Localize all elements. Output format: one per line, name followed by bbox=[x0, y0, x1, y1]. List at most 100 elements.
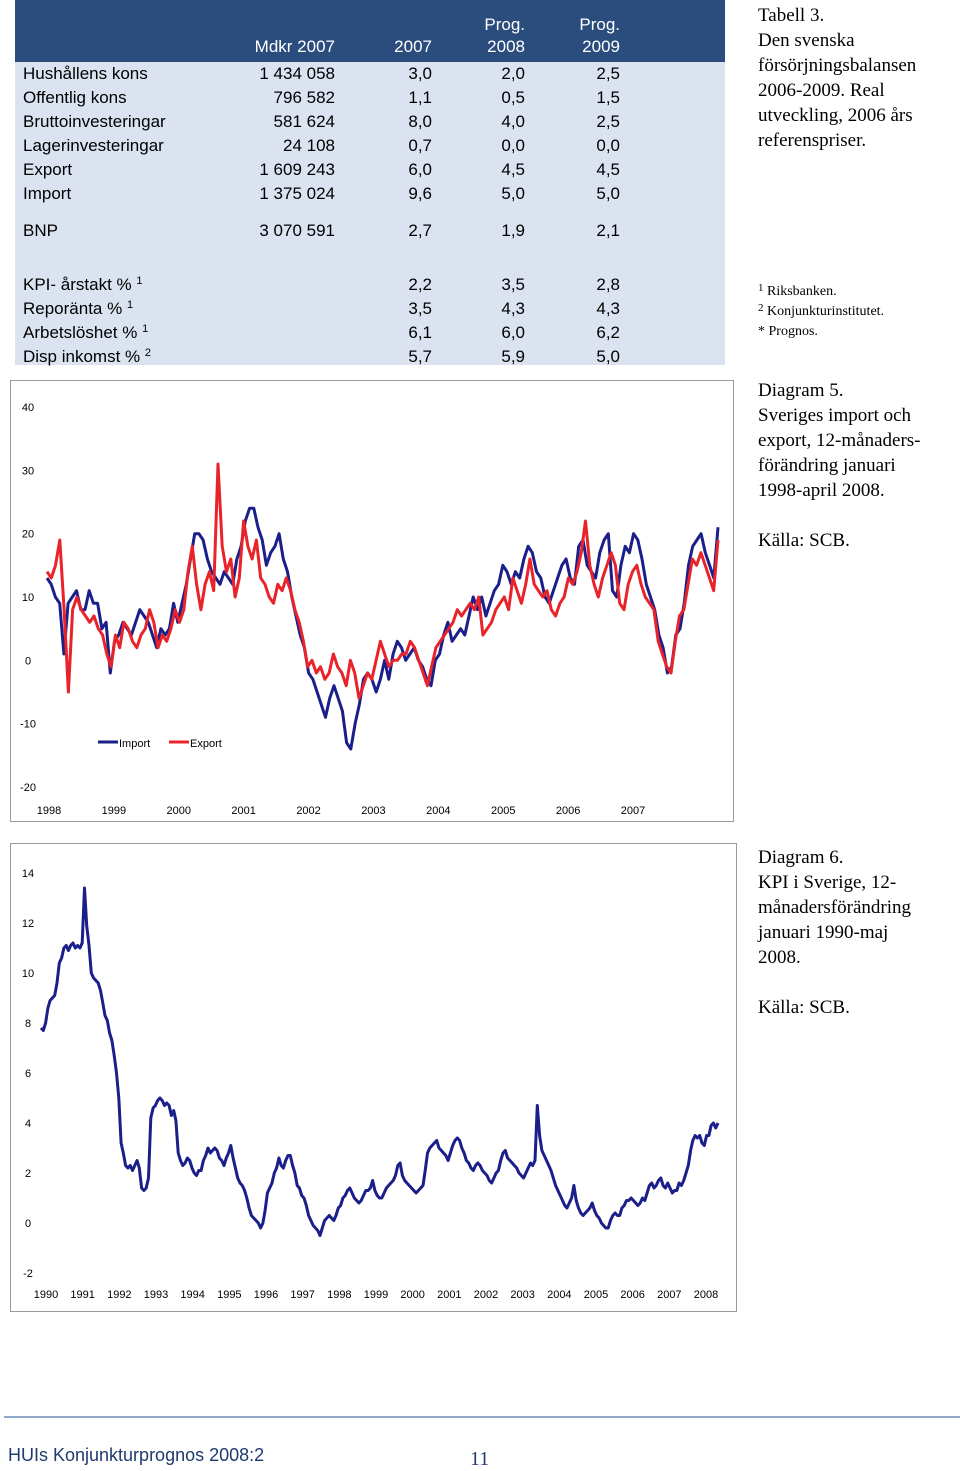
x-tick-label: 1992 bbox=[107, 1289, 131, 1301]
indicator-label: Reporänta % 1 bbox=[23, 298, 133, 320]
indicator-label-text: Disp inkomst % bbox=[23, 347, 141, 366]
row-label: Offentlig kons bbox=[23, 88, 127, 107]
row-label: Export bbox=[23, 160, 73, 179]
indicator-label-text: Reporänta % bbox=[23, 299, 123, 318]
x-tick-label: 2007 bbox=[657, 1289, 681, 1301]
x-tick-label: 2004 bbox=[426, 805, 450, 817]
diagram5-caption-line: förändring januari bbox=[758, 455, 896, 476]
x-tick-label: 2004 bbox=[547, 1289, 571, 1301]
row-label: Import bbox=[23, 184, 72, 203]
x-tick-label: 2008 bbox=[694, 1289, 718, 1301]
row-value-2008: 4,0 bbox=[501, 112, 525, 131]
row-value-mdkr: 796 582 bbox=[273, 88, 335, 107]
diagram5-chart: 40 30 20 10 0 -10 -20 1998 1999 2000 2001 2002 2003 2… bbox=[10, 380, 734, 822]
y-tick-label: 0 bbox=[25, 655, 31, 667]
y-tick-label: 10 bbox=[22, 592, 34, 604]
x-tick-label: 1998 bbox=[327, 1289, 351, 1301]
x-tick-label: 2006 bbox=[620, 1289, 644, 1301]
table-caption-line: referenspriser. bbox=[758, 130, 867, 151]
indicator-label-text: Arbetslöshet % bbox=[23, 323, 138, 342]
row-value-mdkr: 24 108 bbox=[283, 136, 335, 155]
y-tick-label: 10 bbox=[22, 968, 34, 980]
row-value-2008: 5,0 bbox=[501, 184, 525, 203]
diagram6-caption-title: Diagram 6. bbox=[758, 847, 844, 868]
footer-rule bbox=[4, 1416, 960, 1418]
diagram5-caption: Diagram 5. Sveriges import och export, 1… bbox=[758, 378, 921, 553]
row-value-mdkr: 1 434 058 bbox=[259, 64, 335, 83]
y-tick-label: 20 bbox=[22, 529, 34, 541]
y-tick-label: -20 bbox=[20, 782, 36, 794]
x-tick-label: 2006 bbox=[556, 805, 580, 817]
x-tick-label: 1999 bbox=[102, 805, 126, 817]
y-tick-label: 40 bbox=[22, 402, 34, 414]
row-value-2007: 0,7 bbox=[408, 136, 432, 155]
series-line-export bbox=[45, 462, 720, 700]
indicator-label-text: KPI- årstakt % bbox=[23, 275, 132, 294]
row-value-2008: 4,5 bbox=[501, 160, 525, 179]
row-value-2008: 0,0 bbox=[501, 136, 525, 155]
footnote-prognos: * Prognos. bbox=[758, 324, 818, 339]
table-caption-line: 2006-2009. Real bbox=[758, 80, 885, 101]
x-tick-label: 1993 bbox=[144, 1289, 168, 1301]
y-tick-label: 14 bbox=[22, 868, 34, 880]
bnp-label: BNP bbox=[23, 221, 58, 240]
x-tick-label: 2002 bbox=[296, 805, 320, 817]
header-2007: 2007 bbox=[394, 37, 432, 56]
x-tick-label: 1996 bbox=[254, 1289, 278, 1301]
indicator-value-2009: 6,2 bbox=[596, 323, 620, 342]
row-value-2007: 6,0 bbox=[408, 160, 432, 179]
x-tick-label: 2000 bbox=[167, 805, 191, 817]
diagram6-caption: Diagram 6. KPI i Sverige, 12- månadersfö… bbox=[758, 845, 911, 1020]
indicator-value-2007: 3,5 bbox=[408, 299, 432, 318]
indicator-label: KPI- årstakt % 1 bbox=[23, 274, 143, 296]
indicator-value-2009: 5,0 bbox=[596, 347, 620, 366]
indicator-value-2009: 4,3 bbox=[596, 299, 620, 318]
table-body bbox=[15, 62, 725, 365]
table-caption-title: Tabell 3. bbox=[758, 5, 825, 26]
row-value-2009: 2,5 bbox=[596, 64, 620, 83]
diagram6-source: Källa: SCB. bbox=[758, 997, 850, 1018]
diagram6-caption-line: månadersförändring bbox=[758, 897, 911, 918]
row-value-mdkr: 581 624 bbox=[273, 112, 335, 131]
footer-title: HUIs Konjunkturprognos 2008:2 bbox=[8, 1445, 265, 1465]
page-number: 11 bbox=[470, 1448, 490, 1470]
indicator-value-2007: 6,1 bbox=[408, 323, 432, 342]
x-tick-label: 1990 bbox=[34, 1289, 58, 1301]
row-value-2009: 1,5 bbox=[596, 88, 620, 107]
footnote-text: Konjunkturinstitutet. bbox=[767, 304, 885, 319]
diagram5-caption-line: export, 12-månaders- bbox=[758, 430, 921, 451]
row-value-mdkr: 1 375 024 bbox=[259, 184, 335, 203]
header-prog-2009-l2: 2009 bbox=[582, 37, 620, 56]
header-mdkr-2007: Mdkr 2007 bbox=[254, 37, 335, 56]
y-tick-label: 8 bbox=[25, 1018, 31, 1030]
footnotes: 1 Riksbanken. 2 Konjunkturinstitutet. * … bbox=[758, 282, 884, 342]
footnote-text: Riksbanken. bbox=[767, 284, 837, 299]
diagram6-caption-line: KPI i Sverige, 12- bbox=[758, 872, 897, 893]
series-line-import bbox=[45, 506, 720, 751]
x-tick-label: 2000 bbox=[400, 1289, 424, 1301]
x-tick-label: 1995 bbox=[217, 1289, 241, 1301]
footnote-konjunkturinstitutet: 2 Konjunkturinstitutet. bbox=[758, 302, 884, 322]
y-tick-label: 6 bbox=[25, 1068, 31, 1080]
y-tick-label: 4 bbox=[25, 1118, 31, 1130]
diagram6-chart: 14 12 10 8 6 4 2 0 -2 1990 1991 1992 1993 1994 1995 199… bbox=[10, 843, 737, 1312]
indicator-footnote-marker: 1 bbox=[136, 275, 143, 287]
row-value-mdkr: 1 609 243 bbox=[259, 160, 335, 179]
indicator-value-2009: 2,8 bbox=[596, 275, 620, 294]
diagram5-caption-line: 1998-april 2008. bbox=[758, 480, 885, 501]
bnp-value-mdkr: 3 070 591 bbox=[259, 221, 335, 240]
table-caption-line: försörjningsbalansen bbox=[758, 55, 917, 76]
indicator-footnote-marker: 2 bbox=[144, 347, 151, 359]
y-tick-label: 2 bbox=[25, 1168, 31, 1180]
row-label: Hushållens kons bbox=[23, 64, 148, 83]
header-prog-2009-l1: Prog. bbox=[579, 15, 620, 34]
x-tick-label: 1998 bbox=[37, 805, 61, 817]
legend-import-label: Import bbox=[119, 738, 150, 750]
y-tick-label: 30 bbox=[22, 465, 34, 477]
footnote-riksbanken: 1 Riksbanken. bbox=[758, 282, 884, 302]
indicator-value-2007: 5,7 bbox=[408, 347, 432, 366]
bnp-value-2007: 2,7 bbox=[408, 221, 432, 240]
row-value-2009: 2,5 bbox=[596, 112, 620, 131]
diagram5-caption-title: Diagram 5. bbox=[758, 380, 844, 401]
indicator-value-2008: 3,5 bbox=[501, 275, 525, 294]
